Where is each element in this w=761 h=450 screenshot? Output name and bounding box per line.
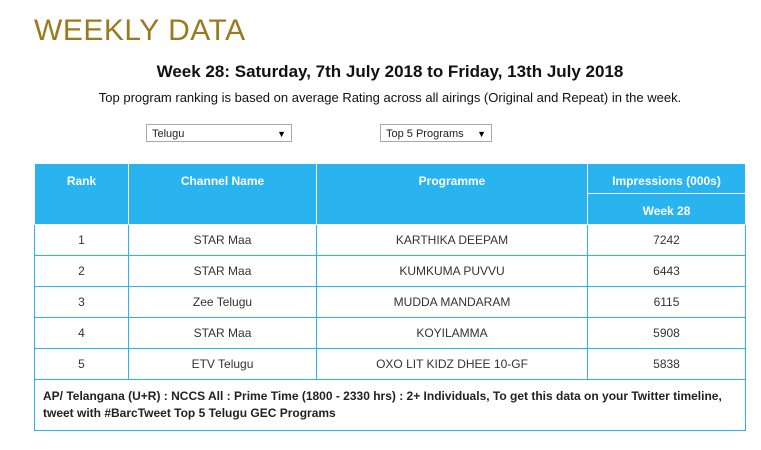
- channel-cell: STAR Maa: [128, 224, 317, 256]
- table-footnote: AP/ Telangana (U+R) : NCCS All : Prime T…: [34, 379, 746, 431]
- top-programs-select-value: Top 5 Programs: [386, 128, 464, 140]
- rank-cell: 5: [34, 348, 129, 380]
- header-week: Week 28: [587, 193, 746, 225]
- programme-cell: KARTHIKA DEEPAM: [316, 224, 588, 256]
- dropdown-arrow-icon: ▼: [277, 129, 286, 139]
- header-rank: Rank: [34, 163, 129, 225]
- table-row: 5 ETV Telugu OXO LIT KIDZ DHEE 10-GF 583…: [34, 348, 746, 380]
- channel-cell: ETV Telugu: [128, 348, 317, 380]
- table-footer-row: AP/ Telangana (U+R) : NCCS All : Prime T…: [34, 379, 746, 431]
- top-programs-select[interactable]: Top 5 Programs ▼: [380, 124, 492, 142]
- table-row: 2 STAR Maa KUMKUMA PUVVU 6443: [34, 255, 746, 287]
- rank-cell: 1: [34, 224, 129, 256]
- rank-cell: 3: [34, 286, 129, 318]
- programme-cell: KOYILAMMA: [316, 317, 588, 349]
- language-select[interactable]: Telugu ▼: [146, 124, 292, 142]
- ranking-description: Top program ranking is based on average …: [98, 90, 682, 105]
- header-impressions: Impressions (000s): [587, 163, 746, 194]
- header-programme: Programme: [316, 163, 588, 225]
- channel-cell: Zee Telugu: [128, 286, 317, 318]
- impressions-cell: 5838: [587, 348, 746, 380]
- rank-cell: 2: [34, 255, 129, 287]
- table-row: 3 Zee Telugu MUDDA MANDARAM 6115: [34, 286, 746, 318]
- dropdown-arrow-icon: ▼: [477, 129, 486, 139]
- page-title: WEEKLY DATA: [34, 14, 246, 47]
- week-heading: Week 28: Saturday, 7th July 2018 to Frid…: [156, 62, 624, 81]
- impressions-cell: 5908: [587, 317, 746, 349]
- programme-cell: KUMKUMA PUVVU: [316, 255, 588, 287]
- programme-cell: OXO LIT KIDZ DHEE 10-GF: [316, 348, 588, 380]
- channel-cell: STAR Maa: [128, 317, 317, 349]
- impressions-cell: 6443: [587, 255, 746, 287]
- table-row: 1 STAR Maa KARTHIKA DEEPAM 7242: [34, 224, 746, 256]
- table-row: 4 STAR Maa KOYILAMMA 5908: [34, 317, 746, 349]
- programme-cell: MUDDA MANDARAM: [316, 286, 588, 318]
- rank-cell: 4: [34, 317, 129, 349]
- ranking-table: Rank Channel Name Programme Impressions …: [34, 163, 746, 431]
- channel-cell: STAR Maa: [128, 255, 317, 287]
- language-select-value: Telugu: [152, 128, 185, 140]
- header-channel: Channel Name: [128, 163, 317, 225]
- impressions-cell: 7242: [587, 224, 746, 256]
- impressions-cell: 6115: [587, 286, 746, 318]
